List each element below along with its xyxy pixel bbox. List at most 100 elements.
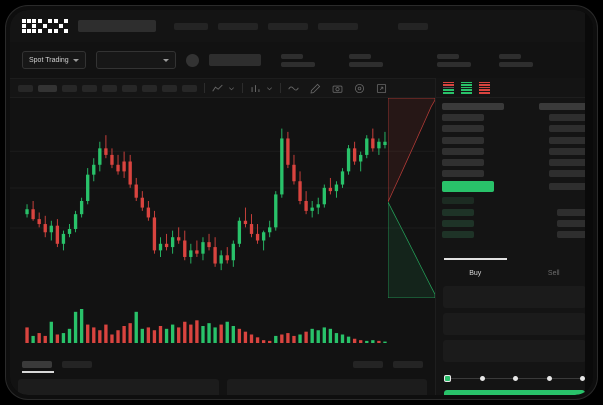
orders-control-2[interactable] [393, 360, 423, 368]
stat-high-24h [436, 53, 471, 67]
nav-item-placeholder-4[interactable] [318, 22, 358, 30]
timeframe-button[interactable] [62, 84, 77, 92]
settings-icon[interactable] [354, 83, 365, 94]
toolbar-divider [242, 83, 243, 93]
nav-item-placeholder-2[interactable] [218, 22, 258, 30]
device-frame: Spot Trading [6, 6, 597, 399]
market-type-label: Spot Trading [29, 56, 69, 64]
stat-value-placeholder [498, 61, 533, 67]
chevron-down-icon[interactable] [228, 83, 235, 94]
market-type-dropdown[interactable]: Spot Trading [22, 51, 86, 69]
orderbook-spread-row [442, 181, 587, 193]
timeframe-button[interactable] [122, 84, 137, 92]
market-depth-chart [388, 98, 435, 298]
slider-step-100[interactable] [580, 375, 585, 381]
active-tab-underline [22, 371, 54, 373]
timeframe-button[interactable] [102, 84, 117, 92]
orderbook-row[interactable] [442, 219, 587, 227]
orderbook-sell-icon[interactable] [479, 81, 490, 94]
okx-logo-o [22, 19, 36, 33]
stat-volume-24h [498, 53, 533, 67]
wave-icon[interactable] [288, 83, 299, 94]
timeframe-button[interactable] [182, 84, 197, 92]
timeframe-button[interactable] [18, 84, 33, 92]
amount-percent-slider[interactable] [444, 373, 585, 383]
orderbook-row[interactable] [442, 125, 587, 133]
stat-label-placeholder [348, 53, 371, 59]
submit-buy-button[interactable] [444, 390, 585, 395]
chevron-down-icon[interactable] [266, 83, 273, 94]
orderbook-view-toggles [436, 78, 593, 98]
fullscreen-icon[interactable] [376, 83, 387, 94]
stat-label-placeholder [498, 53, 521, 59]
stat-label-placeholder [436, 53, 459, 59]
slider-step-75[interactable] [546, 375, 552, 381]
orderbook-rows[interactable] [436, 98, 593, 258]
chart-toolbar [10, 78, 435, 98]
okx-logo-k [38, 19, 52, 33]
market-header-bar: Spot Trading [10, 42, 593, 78]
tab-order-history[interactable] [62, 360, 92, 368]
orders-panels [10, 375, 435, 395]
buy-sell-tabs: Buy Sell [436, 258, 593, 286]
stat-label-placeholder [280, 53, 303, 59]
orderbook-row[interactable] [442, 114, 587, 122]
nav-item-placeholder-3[interactable] [268, 22, 308, 30]
pair-name-placeholder [208, 54, 261, 66]
stat-last-price [280, 53, 315, 67]
orderbook-row[interactable] [442, 170, 587, 178]
orderbook-both-icon[interactable] [443, 81, 454, 94]
nav-search-placeholder[interactable] [78, 20, 156, 32]
orderbook-trade-panel: Buy Sell [435, 78, 593, 395]
okx-logo[interactable] [22, 19, 68, 33]
slider-handle[interactable] [444, 374, 451, 382]
volume-histogram [10, 298, 435, 353]
orderbook-row[interactable] [442, 147, 587, 155]
timeframe-button[interactable] [82, 84, 97, 92]
volume-svg [25, 309, 387, 344]
okx-logo-x [54, 19, 68, 33]
timeframe-button[interactable] [142, 84, 157, 92]
stat-change-24h [348, 53, 383, 67]
pencil-icon[interactable] [310, 83, 321, 94]
stat-value-placeholder [280, 61, 315, 67]
slider-step-25[interactable] [479, 375, 485, 381]
orderbook-row[interactable] [442, 208, 587, 216]
tab-open-orders[interactable] [22, 360, 52, 368]
candlestick-svg [10, 128, 435, 271]
pair-select-dropdown[interactable] [95, 51, 176, 69]
chevron-down-icon [162, 58, 169, 62]
order-field-amount[interactable] [443, 313, 586, 335]
order-field-total[interactable] [443, 340, 586, 362]
orderbook-row[interactable] [442, 230, 587, 238]
orders-panel-left [18, 379, 219, 395]
orders-tab-bar [10, 353, 435, 375]
slider-step-50[interactable] [513, 375, 518, 381]
timeframe-button[interactable] [38, 84, 57, 92]
orderbook-row[interactable] [442, 197, 587, 205]
orderbook-header-row [442, 103, 587, 110]
pair-coin-avatar [185, 53, 199, 67]
nav-item-placeholder-5[interactable] [398, 22, 428, 30]
chevron-down-icon [72, 58, 79, 62]
tab-buy[interactable]: Buy [436, 258, 515, 286]
order-form [436, 286, 593, 367]
tab-sell[interactable]: Sell [547, 269, 560, 277]
orderbook-buy-icon[interactable] [461, 81, 472, 94]
orderbook-row[interactable] [442, 158, 587, 166]
indicators-icon[interactable] [250, 83, 261, 94]
order-field-price[interactable] [443, 286, 586, 308]
orderbook-row[interactable] [442, 136, 587, 144]
top-nav-bar [10, 10, 593, 42]
nav-item-placeholder-1[interactable] [174, 22, 208, 30]
timeframe-button[interactable] [162, 84, 177, 92]
depth-svg [388, 98, 435, 298]
line-chart-icon[interactable] [212, 83, 223, 94]
stat-value-placeholder [436, 61, 471, 67]
toolbar-divider [204, 83, 205, 93]
stat-value-placeholder [348, 61, 383, 67]
price-candlestick-chart[interactable] [10, 98, 435, 298]
app-screen: Spot Trading [10, 10, 593, 395]
camera-icon[interactable] [332, 83, 343, 94]
orders-control-1[interactable] [353, 360, 383, 368]
